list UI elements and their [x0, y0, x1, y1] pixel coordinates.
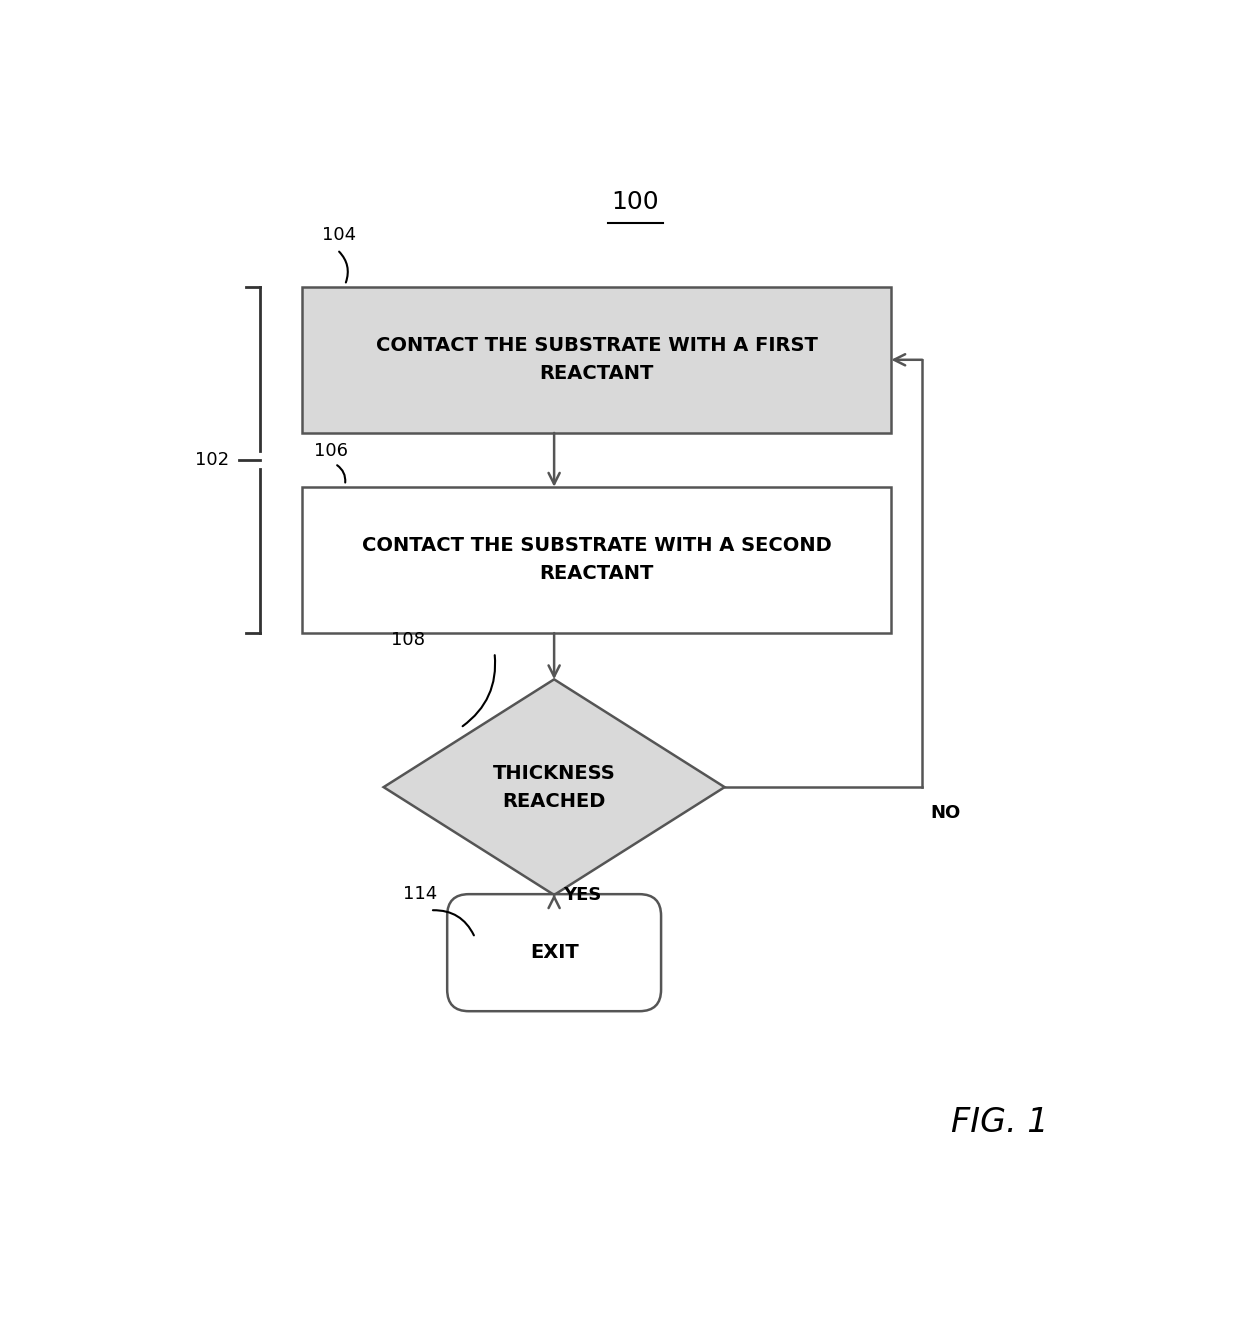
Text: YES: YES — [563, 885, 601, 903]
FancyBboxPatch shape — [303, 487, 892, 633]
Text: CONTACT THE SUBSTRATE WITH A SECOND
REACTANT: CONTACT THE SUBSTRATE WITH A SECOND REAC… — [362, 536, 832, 583]
Text: CONTACT THE SUBSTRATE WITH A FIRST
REACTANT: CONTACT THE SUBSTRATE WITH A FIRST REACT… — [376, 336, 817, 383]
Text: 106: 106 — [314, 443, 348, 460]
Text: 108: 108 — [392, 631, 425, 648]
FancyBboxPatch shape — [303, 287, 892, 433]
Polygon shape — [383, 680, 724, 896]
Text: EXIT: EXIT — [529, 943, 579, 963]
Text: NO: NO — [930, 805, 960, 822]
Text: 100: 100 — [611, 190, 660, 213]
Text: 104: 104 — [321, 227, 356, 244]
Text: 114: 114 — [403, 885, 438, 902]
Text: FIG. 1: FIG. 1 — [951, 1105, 1049, 1139]
Text: 102: 102 — [195, 450, 229, 469]
FancyBboxPatch shape — [448, 894, 661, 1011]
Text: THICKNESS
REACHED: THICKNESS REACHED — [492, 764, 615, 811]
